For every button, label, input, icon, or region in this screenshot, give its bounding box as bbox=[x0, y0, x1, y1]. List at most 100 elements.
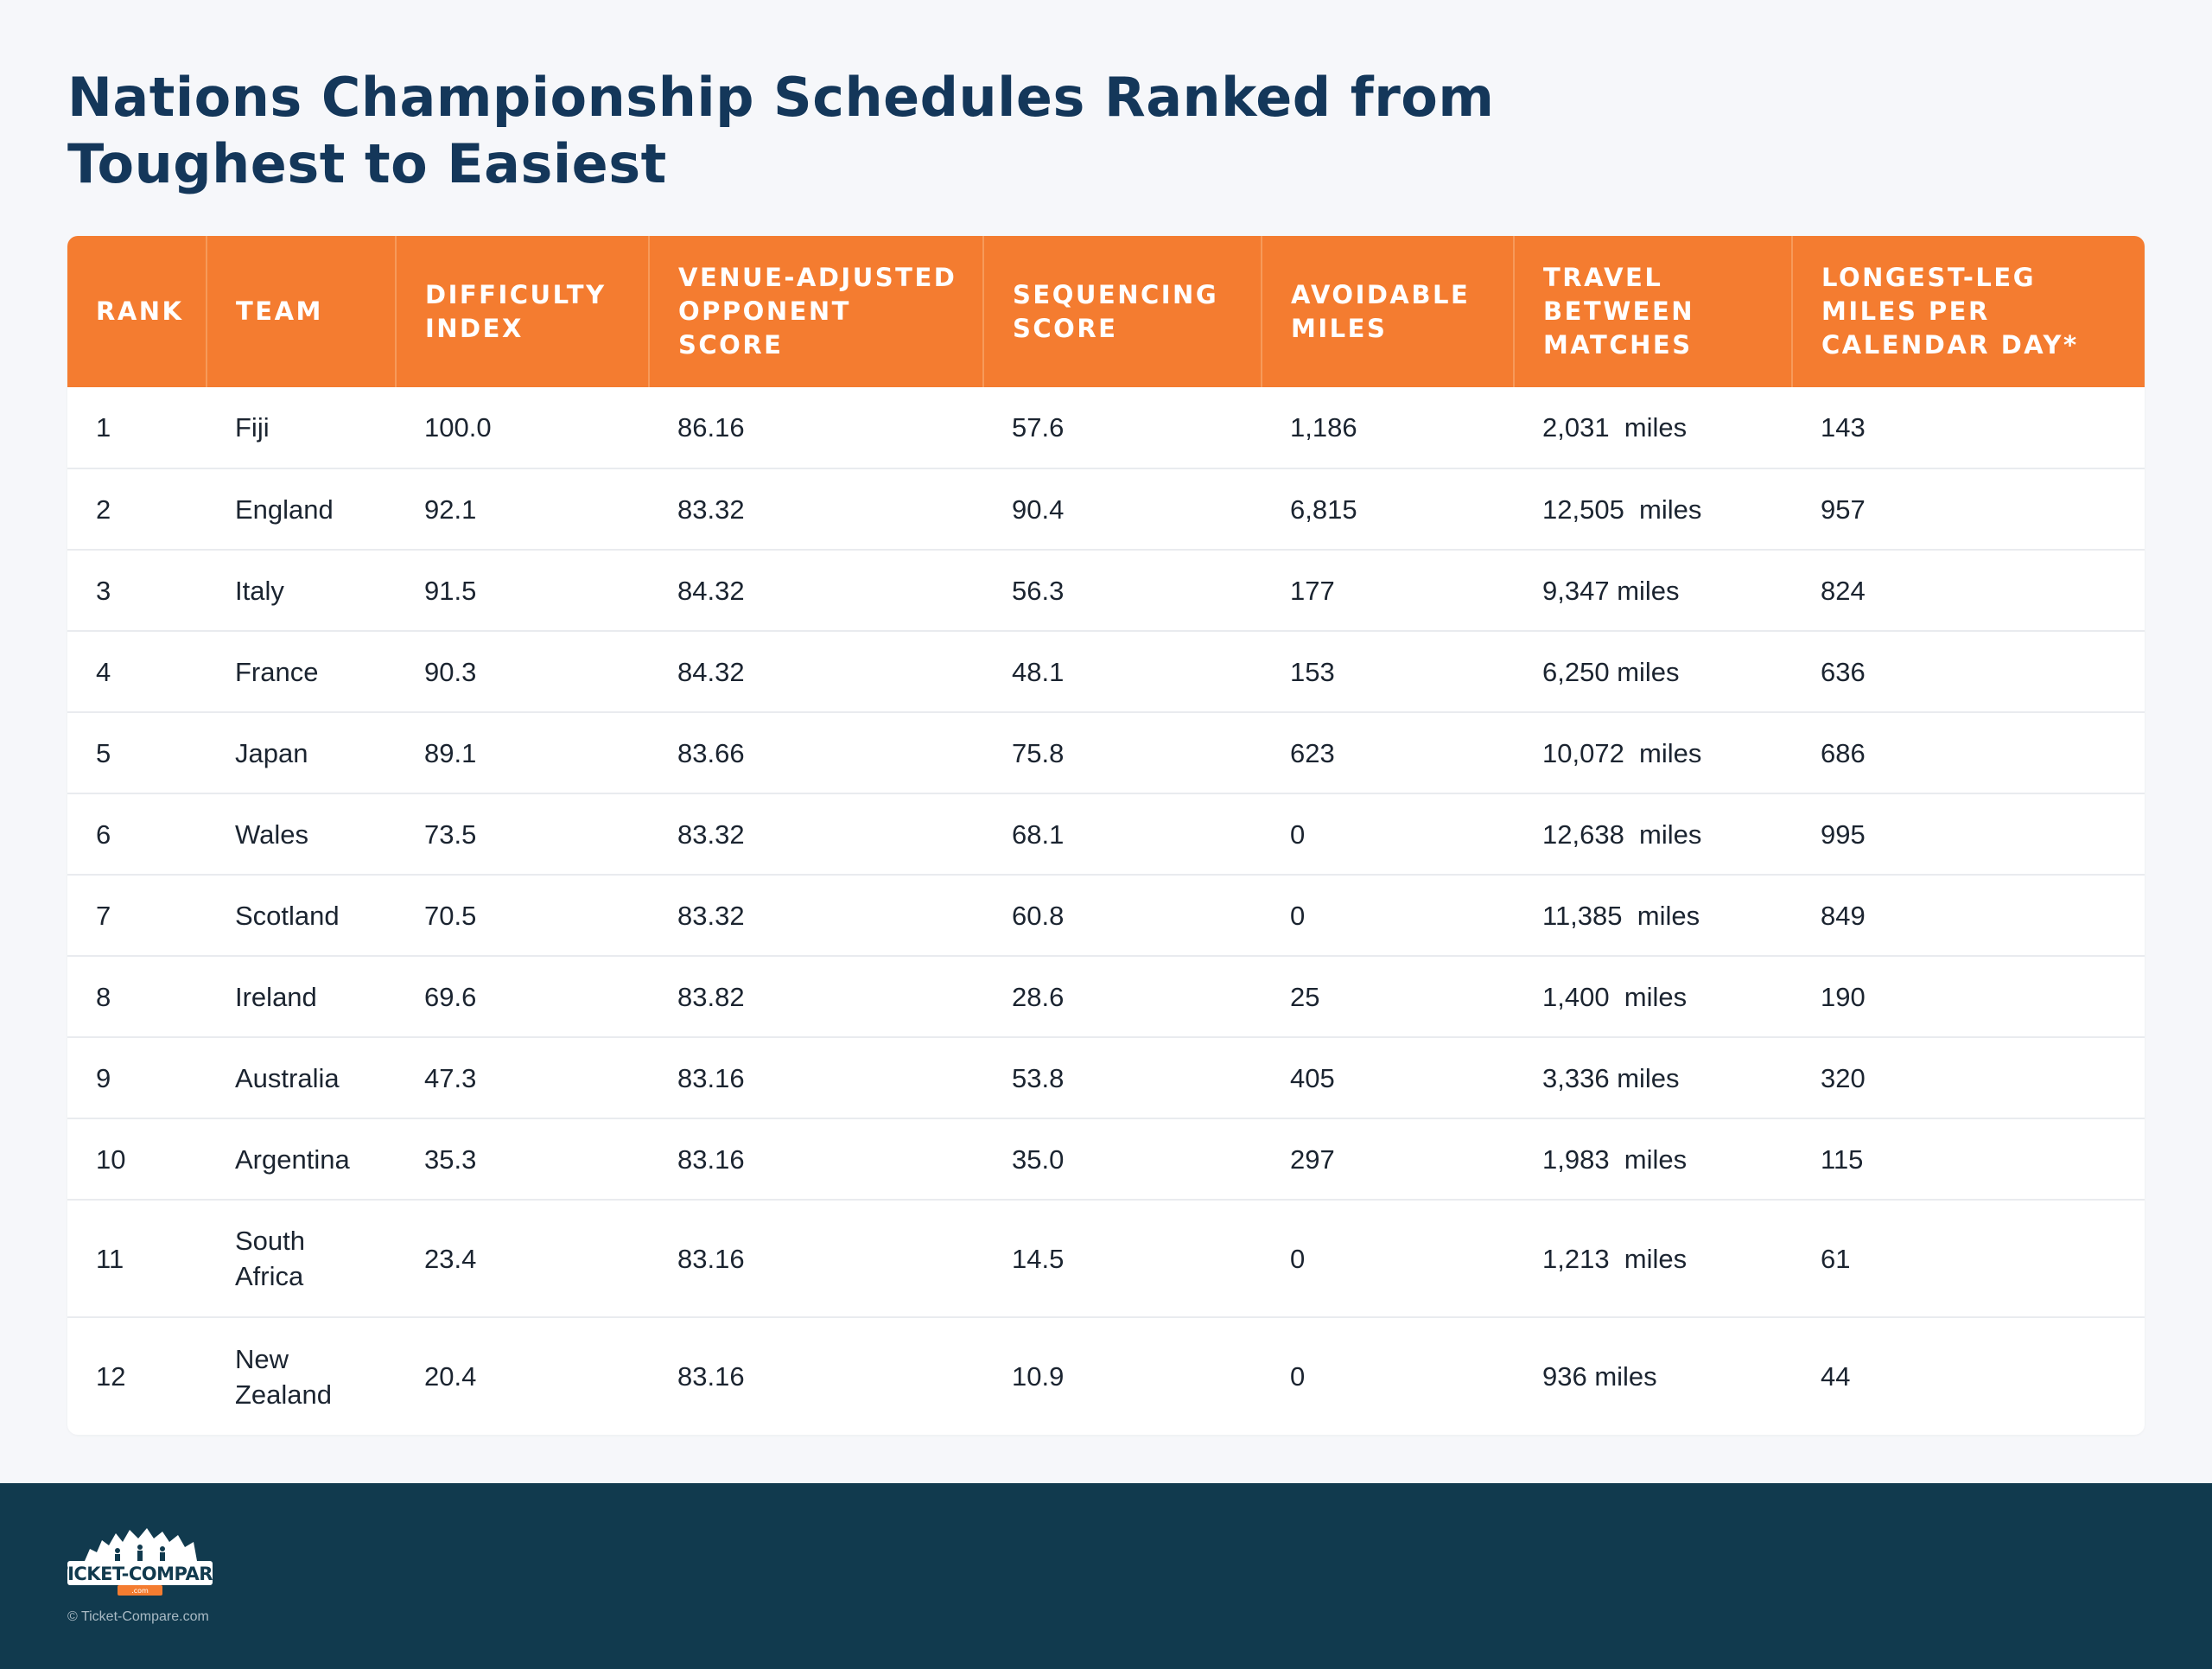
longest-leg-cell: 957 bbox=[1792, 468, 2145, 551]
travel-miles-cell: 9,347 miles bbox=[1514, 550, 1792, 632]
team-cell: Ireland bbox=[207, 956, 396, 1038]
travel-miles-cell: 11,385 miles bbox=[1514, 875, 1792, 957]
team-cell: Italy bbox=[207, 550, 396, 632]
footer bbox=[0, 1483, 2212, 1669]
difficulty-index-cell: 90.3 bbox=[396, 631, 649, 713]
travel-miles-cell: 1,400 miles bbox=[1514, 956, 1792, 1038]
longest-leg-cell: 636 bbox=[1792, 631, 2145, 713]
rankings-table: RANK TEAM DIFFICULTY INDEX VENUE-ADJUSTE… bbox=[67, 236, 2145, 1435]
travel-miles-cell: 2,031 miles bbox=[1514, 387, 1792, 469]
column-header-rank: RANK bbox=[67, 236, 207, 387]
team-cell: England bbox=[207, 468, 396, 551]
avoidable-miles-cell: 153 bbox=[1262, 631, 1514, 713]
team-cell: Australia bbox=[207, 1037, 396, 1119]
sequencing-score-cell: 60.8 bbox=[983, 875, 1262, 957]
difficulty-index-cell: 100.0 bbox=[396, 387, 649, 469]
avoidable-miles-cell: 1,186 bbox=[1262, 387, 1514, 469]
sequencing-score-cell: 35.0 bbox=[983, 1118, 1262, 1201]
difficulty-index-cell: 92.1 bbox=[396, 468, 649, 551]
longest-leg-cell: 115 bbox=[1792, 1118, 2145, 1201]
travel-miles-cell: 1,213 miles bbox=[1514, 1200, 1792, 1318]
table-row: 7 Scotland 70.5 83.32 60.8 0 11,385 miles 849 bbox=[67, 875, 2145, 957]
team-cell: Japan bbox=[207, 712, 396, 794]
team-cell: Fiji bbox=[207, 387, 396, 469]
table-row: 11 South Africa 23.4 83.16 14.5 0 1,213 miles 6… bbox=[67, 1200, 2145, 1318]
travel-miles-cell: 1,983 miles bbox=[1514, 1118, 1792, 1201]
opponent-score-cell: 83.32 bbox=[649, 875, 983, 957]
sequencing-score-cell: 48.1 bbox=[983, 631, 1262, 713]
avoidable-miles-cell: 6,815 bbox=[1262, 468, 1514, 551]
column-header-longest-leg-miles: LONGEST-LEG MILES PER CALENDAR DAY* bbox=[1792, 236, 2145, 387]
column-header-sequencing-score: SEQUENCING SCORE bbox=[983, 236, 1262, 387]
sequencing-score-cell: 28.6 bbox=[983, 956, 1262, 1038]
table-row: 10 Argentina 35.3 83.16 35.0 297 1,983 miles 11… bbox=[67, 1118, 2145, 1201]
table-body: 1 Fiji 100.0 86.16 57.6 1,186 2,031 miles 143 2 E… bbox=[67, 387, 2145, 1435]
sequencing-score-cell: 90.4 bbox=[983, 468, 1262, 551]
table-row: 4 France 90.3 84.32 48.1 153 6,250 miles 636 bbox=[67, 631, 2145, 713]
opponent-score-cell: 83.16 bbox=[649, 1037, 983, 1119]
longest-leg-cell: 61 bbox=[1792, 1200, 2145, 1318]
rank-cell: 6 bbox=[67, 793, 207, 876]
travel-miles-cell: 936 miles bbox=[1542, 1361, 1657, 1392]
avoidable-miles-cell: 177 bbox=[1262, 550, 1514, 632]
team-cell: Argentina bbox=[207, 1118, 396, 1201]
avoidable-miles-cell: 0 bbox=[1262, 1200, 1514, 1318]
team-cell: France bbox=[207, 631, 396, 713]
avoidable-miles-cell: 25 bbox=[1262, 956, 1514, 1038]
sequencing-score-cell: 56.3 bbox=[983, 550, 1262, 632]
team-cell: Wales bbox=[207, 793, 396, 876]
travel-miles-cell: 12,638 miles bbox=[1514, 793, 1792, 876]
difficulty-index-cell: 73.5 bbox=[396, 793, 649, 876]
column-header-avoidable-miles: AVOIDABLE MILES bbox=[1262, 236, 1515, 387]
travel-miles-cell: 10,072 miles bbox=[1514, 712, 1792, 794]
logo-text: TICKET-COMPARE bbox=[67, 1564, 213, 1584]
table-row: 6 Wales 73.5 83.32 68.1 0 12,638 miles 995 bbox=[67, 793, 2145, 876]
sequencing-score-cell: 53.8 bbox=[983, 1037, 1262, 1119]
column-header-team: TEAM bbox=[207, 236, 397, 387]
difficulty-index-cell: 35.3 bbox=[396, 1118, 649, 1201]
rank-cell: 5 bbox=[67, 712, 207, 794]
longest-leg-cell: 824 bbox=[1792, 550, 2145, 632]
sequencing-score-cell: 75.8 bbox=[983, 712, 1262, 794]
avoidable-miles-cell: 297 bbox=[1262, 1118, 1514, 1201]
rank-cell: 10 bbox=[67, 1118, 207, 1201]
team-cell: South Africa bbox=[207, 1200, 396, 1318]
rank-cell: 7 bbox=[67, 875, 207, 957]
rank-cell: 8 bbox=[67, 956, 207, 1038]
copyright-text: © Ticket-Compare.com bbox=[67, 1609, 209, 1624]
avoidable-miles-cell: 623 bbox=[1262, 712, 1514, 794]
opponent-score-cell: 83.66 bbox=[649, 712, 983, 794]
rank-cell: 11 bbox=[67, 1200, 207, 1318]
travel-miles-cell: 12,505 miles bbox=[1514, 468, 1792, 551]
avoidable-miles-cell: 0 bbox=[1262, 875, 1514, 957]
avoidable-miles-cell: 0 bbox=[1262, 793, 1514, 876]
opponent-score-cell: 83.16 bbox=[677, 1361, 745, 1392]
difficulty-index-cell: 23.4 bbox=[396, 1200, 649, 1318]
longest-leg-cell: 849 bbox=[1792, 875, 2145, 957]
table-row: 3 Italy 91.5 84.32 56.3 177 9,347 miles 824 bbox=[67, 550, 2145, 632]
table-row: 8 Ireland 69.6 83.82 28.6 25 1,400 miles 190 bbox=[67, 956, 2145, 1038]
column-header-difficulty-index: DIFFICULTY INDEX bbox=[396, 236, 650, 387]
ticket-compare-logo: TICKET-COMPARE .com bbox=[67, 1528, 213, 1596]
rank-cell: 2 bbox=[67, 468, 207, 551]
rank-cell: 3 bbox=[67, 550, 207, 632]
sequencing-score-cell: 10.9 bbox=[1012, 1361, 1065, 1392]
rank-cell: 4 bbox=[67, 631, 207, 713]
sequencing-score-cell: 14.5 bbox=[983, 1200, 1262, 1318]
column-header-venue-adjusted-opponent-score: VENUE-ADJUSTED OPPONENT SCORE bbox=[649, 236, 984, 387]
travel-miles-cell: 3,336 miles bbox=[1514, 1037, 1792, 1119]
rankings-table-card: RANK TEAM DIFFICULTY INDEX VENUE-ADJUSTE… bbox=[67, 236, 2145, 1435]
opponent-score-cell: 86.16 bbox=[649, 387, 983, 469]
avoidable-miles-cell: 405 bbox=[1262, 1037, 1514, 1119]
difficulty-index-cell: 47.3 bbox=[396, 1037, 649, 1119]
table-header-row: RANK TEAM DIFFICULTY INDEX VENUE-ADJUSTE… bbox=[67, 236, 2145, 387]
opponent-score-cell: 83.16 bbox=[649, 1200, 983, 1318]
page-title: Nations Championship Schedules Ranked fr… bbox=[67, 66, 1495, 195]
difficulty-index-cell: 89.1 bbox=[396, 712, 649, 794]
longest-leg-cell: 686 bbox=[1792, 712, 2145, 794]
rank-cell: 12 bbox=[96, 1361, 126, 1392]
opponent-score-cell: 83.32 bbox=[649, 793, 983, 876]
difficulty-index-cell: 20.4 bbox=[424, 1361, 477, 1392]
difficulty-index-cell: 91.5 bbox=[396, 550, 649, 632]
opponent-score-cell: 83.82 bbox=[649, 956, 983, 1038]
